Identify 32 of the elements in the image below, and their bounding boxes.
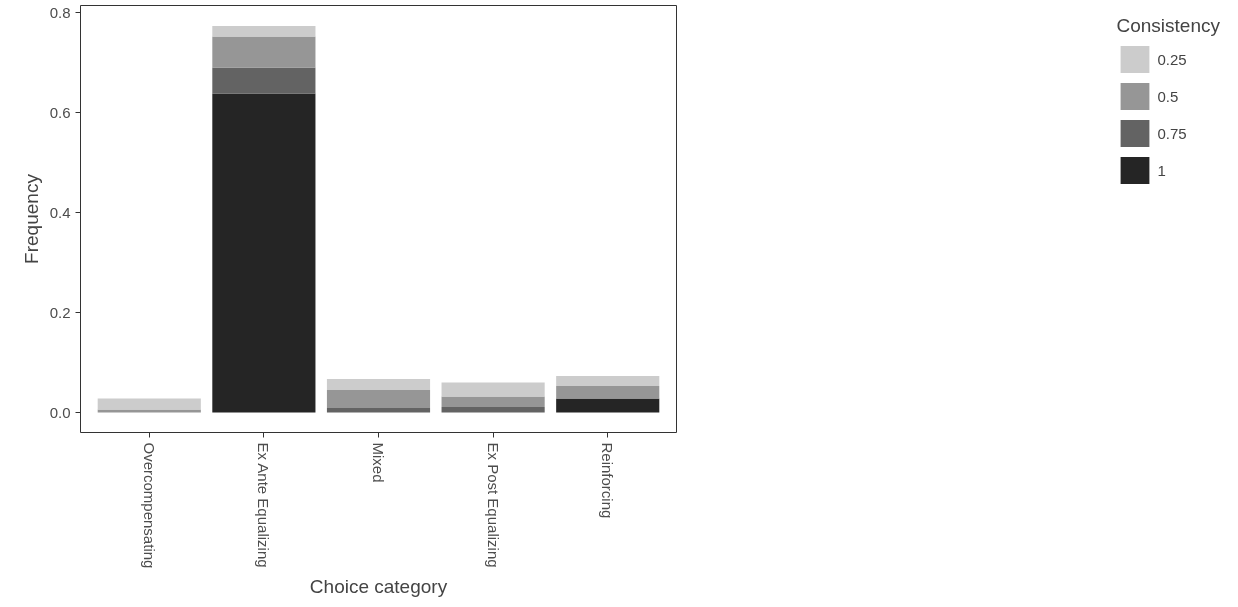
bar (441, 396, 545, 408)
y-tick-label: 0.8 (49, 3, 71, 21)
bar (326, 379, 431, 391)
bar (212, 67, 316, 94)
y-axis-title: Frequency (20, 173, 42, 264)
x-tick-label: Mixed (370, 442, 387, 483)
bar (441, 382, 545, 397)
x-tick-label: Reinforcing (599, 442, 617, 519)
bar (97, 398, 201, 410)
bar (97, 409, 201, 413)
bar (556, 386, 660, 399)
legend-title: Consistency (1116, 15, 1220, 37)
bar (556, 376, 660, 387)
x-tick-label: Ex Post Equalizing (484, 442, 502, 568)
y-tick-label: 0.2 (49, 303, 71, 321)
bar (212, 25, 316, 37)
bar (326, 408, 431, 413)
legend-label: 0.75 (1157, 123, 1187, 144)
bar (556, 398, 660, 413)
x-tick-label: Ex Ante Equalizing (255, 442, 273, 568)
bar (212, 36, 316, 68)
x-axis-title: Choice category (309, 576, 448, 598)
legend-label: 0.5 (1157, 86, 1179, 107)
y-tick-label: 0.0 (49, 403, 71, 421)
legend-label: 0.25 (1157, 49, 1187, 70)
y-tick-label: 0.4 (49, 203, 71, 221)
y-tick-label: 0.6 (49, 103, 71, 121)
legend-label: 1 (1157, 160, 1167, 181)
bar (212, 93, 316, 413)
x-tick-label: Overcompensating (140, 442, 158, 569)
bar (326, 390, 431, 409)
bar (441, 407, 545, 413)
